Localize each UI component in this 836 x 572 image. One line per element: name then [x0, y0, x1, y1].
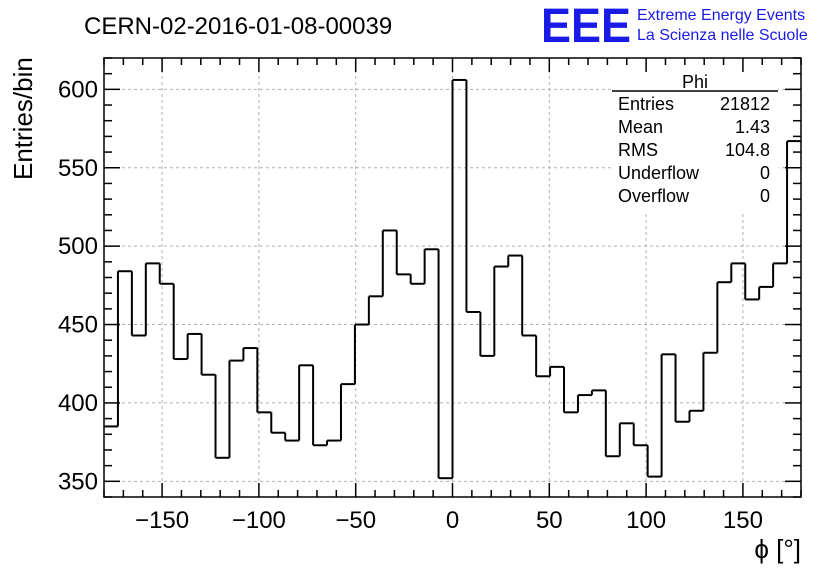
x-tick-label: −150: [135, 507, 189, 534]
stats-row-label: Entries: [618, 94, 674, 114]
x-axis-title: ϕ [°]: [754, 534, 801, 564]
y-tick-label: 600: [58, 76, 98, 103]
stats-row-value: 104.8: [725, 140, 770, 160]
stats-row-label: RMS: [618, 140, 658, 160]
logo: EEE Extreme Energy Events La Scienza nel…: [541, 0, 808, 53]
stats-row-value: 0: [760, 186, 770, 206]
logo-mark: EEE: [541, 0, 631, 53]
axis-ticks: [103, 57, 802, 498]
stats-title: Phi: [682, 72, 708, 92]
y-tick-label: 500: [58, 233, 98, 260]
y-tick-label: 400: [58, 390, 98, 417]
y-axis-title: Entries/bin: [8, 57, 38, 180]
stats-box: Phi Entries 21812 Mean 1.43 RMS 104.8 Underflo…: [612, 72, 778, 212]
stats-row-value: 0: [760, 163, 770, 183]
stats-row-label: Overflow: [618, 186, 690, 206]
logo-line2: La Scienza nelle Scuole: [637, 27, 808, 44]
chart-title: CERN-02-2016-01-08-00039: [84, 13, 392, 40]
x-tick-label: 150: [723, 507, 763, 534]
y-tick-label: 550: [58, 155, 98, 182]
y-tick-label: 450: [58, 312, 98, 339]
tick-labels: −150 −100 −50 0 50 100 150 350 400 450 500 550 600: [58, 76, 763, 534]
x-tick-label: 0: [446, 507, 459, 534]
stats-row-value: 21812: [720, 94, 770, 114]
stats-background: [612, 72, 778, 212]
stats-row-label: Mean: [618, 117, 663, 137]
histogram-series: [104, 78, 801, 480]
stats-rows: Entries 21812 Mean 1.43 RMS 104.8 Underflow 0 Ov…: [618, 94, 770, 206]
y-tick-label: 350: [58, 468, 98, 495]
logo-line1: Extreme Energy Events: [637, 7, 805, 24]
x-tick-label: 100: [626, 507, 666, 534]
stats-row-value: 1.43: [735, 117, 770, 137]
x-tick-label: 50: [536, 507, 563, 534]
x-tick-label: −100: [232, 507, 286, 534]
x-tick-label: −50: [335, 507, 376, 534]
stats-row-label: Underflow: [618, 163, 700, 183]
